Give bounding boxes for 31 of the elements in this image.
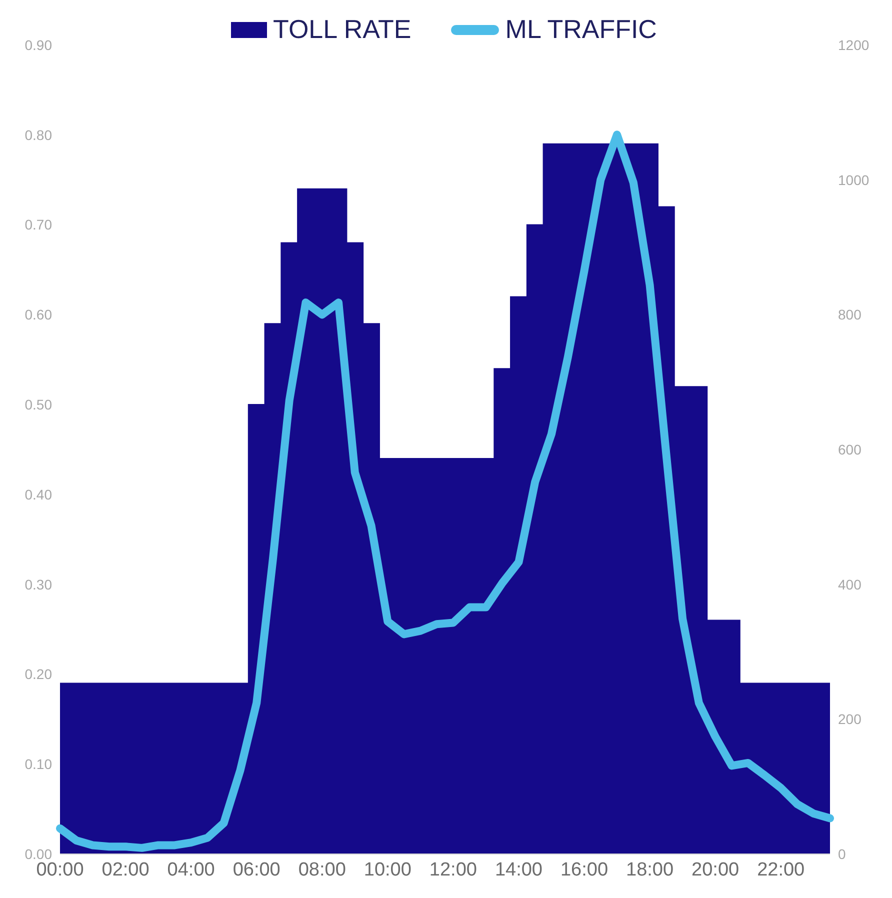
x-tick-label: 14:00 — [494, 859, 542, 880]
x-tick-label: 12:00 — [429, 859, 477, 880]
y2-tick-label: 400 — [838, 576, 862, 592]
y-tick-label: 0.70 — [24, 216, 52, 233]
x-tick-label: 18:00 — [626, 859, 674, 880]
y-tick-label: 0.10 — [24, 756, 52, 772]
x-tick-label: 04:00 — [167, 859, 215, 880]
y-tick-label: 0.50 — [24, 396, 52, 413]
x-tick-label: 02:00 — [102, 859, 150, 880]
x-tick-label: 00:00 — [36, 859, 84, 880]
x-tick-label: 22:00 — [757, 859, 805, 880]
legend-label: TOLL RATE — [273, 14, 412, 45]
x-tick-label: 10:00 — [364, 859, 412, 880]
y2-tick-label: 800 — [838, 306, 862, 323]
x-tick-label: 06:00 — [232, 859, 280, 880]
x-tick-label: 16:00 — [560, 859, 608, 880]
x-tick-label: 08:00 — [298, 859, 346, 880]
y2-tick-label: 1200 — [838, 36, 870, 53]
y2-tick-label: 200 — [838, 711, 862, 728]
y-tick-label: 0.00 — [24, 846, 52, 862]
y-tick-label: 0.60 — [24, 306, 52, 323]
y-tick-label: 0.90 — [24, 36, 52, 53]
y2-tick-label: 600 — [838, 441, 862, 458]
y2-tick-label: 1000 — [838, 172, 870, 188]
y2-tick-label: 0 — [838, 846, 846, 862]
x-tick-label: 20:00 — [692, 859, 740, 880]
legend-label: ML TRAFFIC — [505, 14, 657, 45]
y-tick-label: 0.20 — [24, 666, 52, 682]
y-tick-label: 0.30 — [24, 576, 52, 592]
y-tick-label: 0.80 — [24, 126, 52, 143]
y-tick-label: 0.40 — [24, 486, 52, 502]
